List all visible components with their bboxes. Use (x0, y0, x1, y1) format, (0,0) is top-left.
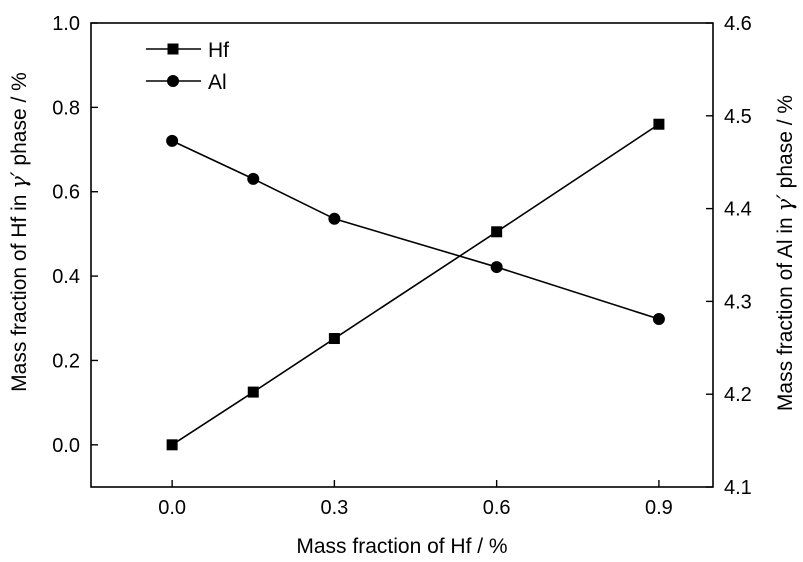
y-axis-right-title-suffix: phase / % (774, 95, 797, 194)
series-al-point (652, 313, 665, 326)
series-hf-point (247, 386, 259, 398)
y-axis-right-title-gamma: γ′ (773, 194, 797, 212)
legend-label: Al (208, 71, 227, 94)
series-hf-point (491, 226, 503, 238)
y-right-tick-label: 4.5 (724, 106, 752, 128)
series-al-point (490, 261, 503, 274)
series-hf-point (653, 118, 665, 130)
series-al-point (328, 212, 341, 225)
y-axis-right-title: Mass fraction of Al in γ′ phase / % (773, 95, 797, 411)
y-right-tick-label: 4.3 (724, 291, 752, 313)
y-left-tick-label: 0.8 (52, 97, 80, 119)
y-axis-left-title: Mass fraction of Hf in γ′ phase / % (7, 72, 31, 392)
series-al-point (166, 134, 179, 147)
series-hf (166, 118, 665, 451)
series-al-line (171, 140, 660, 320)
series-hf-point (328, 333, 340, 345)
x-tick-label: 0.3 (320, 497, 348, 519)
y-left-tick-label: 1.0 (52, 13, 80, 35)
y-right-tick-label: 4.6 (724, 13, 752, 35)
y-right-tick-label: 4.4 (724, 199, 752, 221)
x-tick-label: 0.0 (158, 497, 186, 519)
y-right-tick-label: 4.1 (724, 477, 752, 499)
legend-label: Hf (208, 39, 229, 62)
legend-item-hf: Hf (146, 39, 229, 62)
tick-labels: 0.0 0.3 0.6 0.9 0.0 0.2 0.4 0.6 0.8 1.0 4.1 4.2 4.3 4… (52, 13, 752, 519)
series-al (166, 134, 665, 326)
y-left-tick-label: 0.2 (52, 350, 80, 372)
y-axis-left-title-suffix: phase / % (8, 72, 31, 171)
y-axis-left-title-gamma: γ′ (7, 171, 31, 189)
y-left-tick-label: 0.4 (52, 266, 80, 288)
y-left-tick-label: 0.0 (52, 435, 80, 457)
series-layer (166, 118, 665, 451)
legend-item-al: Al (146, 71, 227, 94)
series-hf-line (171, 123, 660, 446)
x-tick-label: 0.6 (483, 497, 511, 519)
y-right-tick-label: 4.2 (724, 384, 752, 406)
plot-frame (90, 22, 714, 488)
legend: Hf Al (146, 39, 229, 94)
legend-marker (167, 75, 179, 87)
legend-marker (167, 43, 179, 55)
y-axis-right-title-prefix: Mass fraction of Al in (774, 211, 797, 411)
series-al-point (247, 172, 260, 185)
x-tick-label: 0.9 (645, 497, 673, 519)
y-axis-left-title-prefix: Mass fraction of Hf in (8, 189, 31, 392)
x-axis-title: Mass fraction of Hf / % (296, 535, 507, 558)
axis-ticks (91, 22, 713, 488)
series-hf-point (166, 439, 178, 451)
y-left-tick-label: 0.6 (52, 182, 80, 204)
